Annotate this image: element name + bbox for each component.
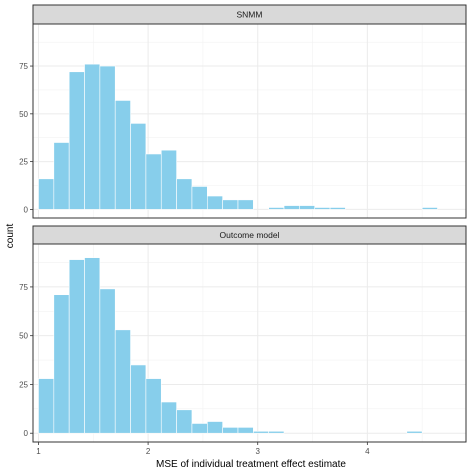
histogram-bar (329, 207, 346, 210)
histogram-bar (206, 421, 223, 434)
histogram-bar (421, 207, 438, 210)
histogram-bar (99, 65, 116, 210)
histogram-bar (84, 257, 101, 434)
y-tick-label: 0 (24, 429, 29, 438)
histogram-bar (130, 364, 147, 434)
panel-border (32, 23, 467, 219)
histogram-bar (114, 100, 131, 210)
histogram-bar (237, 199, 254, 210)
histogram-bar (84, 63, 101, 210)
histogram-bar (314, 207, 331, 210)
histogram-bar (68, 259, 85, 434)
histogram-bar (206, 195, 223, 210)
histogram-bar (160, 401, 177, 434)
facet-panels: SNMM 0 25 50 75 Outcome model 0 25 50 75 (19, 4, 467, 443)
histogram-bar (160, 149, 177, 210)
histogram-bar (38, 378, 55, 434)
histogram-bar (268, 207, 285, 210)
histogram-bar (68, 71, 85, 210)
histogram-bar (53, 294, 70, 434)
histogram-bar (191, 186, 208, 210)
y-tick-label: 75 (19, 62, 28, 71)
facet-panel: Outcome model 0 25 50 75 (19, 225, 467, 443)
histogram-bar (145, 153, 162, 210)
x-tick-label: 4 (365, 447, 370, 456)
histogram-bar (222, 427, 239, 434)
histogram-bar (114, 329, 131, 434)
facet-strip-label: SNMM (237, 10, 263, 20)
histogram-bar (253, 430, 269, 434)
y-axis-title: count (5, 224, 16, 249)
histogram-bar (237, 427, 254, 434)
y-tick-label: 25 (19, 158, 28, 167)
histogram-bar (38, 178, 55, 210)
facet-strip-label: Outcome model (220, 230, 280, 240)
y-tick-label: 25 (19, 380, 28, 389)
y-tick-label: 0 (24, 205, 29, 214)
histogram-bar (130, 123, 147, 210)
histogram-bar (53, 142, 70, 210)
histogram-bar (191, 423, 208, 434)
y-tick-label: 50 (19, 332, 28, 341)
x-tick-label: 2 (146, 447, 151, 456)
histogram-bar (222, 199, 239, 210)
histogram-bar (406, 430, 423, 434)
histogram-bar (176, 178, 193, 210)
y-tick-label: 75 (19, 283, 28, 292)
histogram-bar (176, 409, 193, 434)
histogram-bar (283, 205, 300, 210)
histogram-bar (99, 288, 116, 434)
x-axis-title: MSE of individual treatment effect estim… (156, 459, 346, 470)
y-tick-label: 50 (19, 110, 28, 119)
x-tick-label: 3 (255, 447, 260, 456)
x-axis: 1 2 3 4 (36, 442, 370, 456)
x-tick-label: 1 (36, 447, 41, 456)
histogram-bar (299, 205, 316, 210)
histogram-bar (268, 430, 285, 434)
histogram-bar (145, 378, 162, 434)
panel-border (32, 243, 467, 443)
facet-panel: SNMM 0 25 50 75 (19, 4, 467, 219)
